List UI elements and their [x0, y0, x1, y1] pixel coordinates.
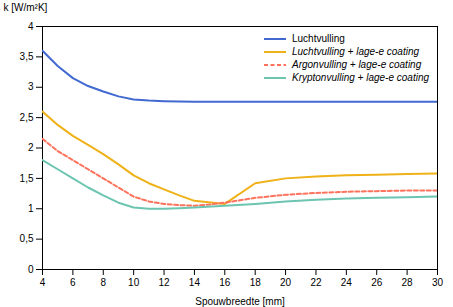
svg-text:10: 10 — [128, 277, 140, 288]
svg-text:24: 24 — [341, 277, 353, 288]
html-text:Luchtvulling: Luchtvulling — [292, 33, 345, 44]
svg-text:8: 8 — [100, 277, 106, 288]
svg-text:28: 28 — [402, 277, 414, 288]
svg-text:26: 26 — [371, 277, 383, 288]
svg-text:12: 12 — [158, 277, 170, 288]
svg-text:1,5: 1,5 — [20, 173, 34, 184]
svg-text:3,5: 3,5 — [20, 51, 34, 62]
svg-text:1: 1 — [28, 203, 34, 214]
svg-text:6: 6 — [70, 277, 76, 288]
svg-text:0: 0 — [28, 264, 34, 275]
svg-text:0,5: 0,5 — [20, 233, 34, 244]
svg-text:18: 18 — [250, 277, 262, 288]
svg-text:22: 22 — [310, 277, 322, 288]
html-text:Luchtvulling + lage-e coating: Luchtvulling + lage-e coating — [292, 46, 419, 57]
svg-text:16: 16 — [219, 277, 231, 288]
svg-text:Spouwbreedte [mm]: Spouwbreedte [mm] — [195, 296, 285, 307]
svg-text:4: 4 — [28, 21, 34, 32]
svg-text:14: 14 — [189, 277, 201, 288]
svg-text:2: 2 — [28, 142, 34, 153]
svg-text:20: 20 — [280, 277, 292, 288]
svg-text:4: 4 — [40, 277, 46, 288]
svg-text:2,5: 2,5 — [20, 112, 34, 123]
html-text:Kryptonvulling + lage-e coatin: Kryptonvulling + lage-e coating — [292, 72, 429, 83]
svg-text:k [W/m²K]: k [W/m²K] — [4, 2, 48, 13]
html-text:Argonvulling + lage-e coating: Argonvulling + lage-e coating — [292, 59, 422, 70]
svg-text:30: 30 — [432, 277, 444, 288]
svg-text:3: 3 — [28, 81, 34, 92]
